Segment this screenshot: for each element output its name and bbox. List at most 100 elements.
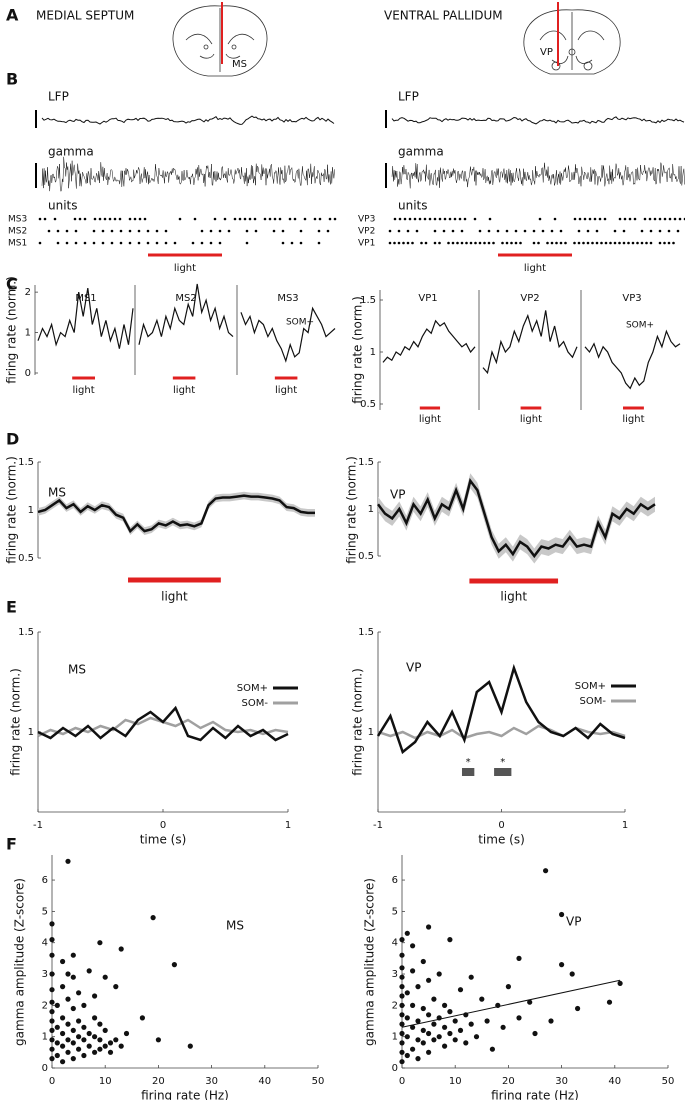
spike xyxy=(537,241,540,245)
point xyxy=(399,1049,405,1055)
y-tick-label: 1 xyxy=(370,347,376,358)
region-label: VP xyxy=(540,47,553,58)
y-tick-label: 6 xyxy=(392,875,398,886)
point xyxy=(404,1034,410,1040)
y-tick-label: 1 xyxy=(28,505,34,516)
spike xyxy=(668,217,672,221)
spike xyxy=(78,217,82,221)
point xyxy=(420,958,426,965)
point xyxy=(187,1043,193,1049)
point xyxy=(617,980,623,987)
y-tick-label: 4 xyxy=(42,938,48,949)
spike xyxy=(303,217,307,221)
spike xyxy=(281,229,285,233)
point xyxy=(49,952,55,958)
spike xyxy=(577,241,581,245)
y-tick-label: 1.5 xyxy=(360,295,376,306)
error-band xyxy=(38,491,315,535)
spike xyxy=(433,217,437,221)
point xyxy=(484,1018,490,1024)
region-title: MEDIAL SEPTUM xyxy=(36,9,134,23)
y-tick-label: 1.5 xyxy=(18,457,34,468)
line xyxy=(377,477,656,559)
spike xyxy=(273,217,277,221)
spike xyxy=(403,217,407,221)
spike xyxy=(290,241,294,245)
x-axis-label: time (s) xyxy=(140,833,187,847)
spike xyxy=(523,229,527,233)
spike xyxy=(254,229,258,233)
point xyxy=(569,971,575,977)
spike xyxy=(313,217,317,221)
x-tick-label: 0 xyxy=(160,820,166,831)
point xyxy=(473,1034,480,1040)
spike xyxy=(613,241,617,245)
point xyxy=(107,1049,114,1055)
spike xyxy=(550,229,554,233)
spike xyxy=(56,241,60,245)
spike xyxy=(92,229,96,233)
significance-label: * xyxy=(500,757,505,768)
point xyxy=(436,971,442,977)
significance-bar xyxy=(494,768,512,776)
spike xyxy=(595,241,599,245)
y-tick-label: 1 xyxy=(25,328,31,339)
point xyxy=(150,915,156,921)
spike xyxy=(299,229,303,233)
spike xyxy=(453,217,457,221)
spike xyxy=(137,229,141,233)
spike xyxy=(649,229,653,233)
spike xyxy=(465,241,468,245)
spike xyxy=(505,241,509,245)
spike xyxy=(146,241,150,245)
point xyxy=(404,990,410,996)
spike xyxy=(653,217,657,221)
spike xyxy=(553,217,557,221)
spike xyxy=(272,229,276,233)
legend-label: SOM- xyxy=(580,696,607,707)
spike xyxy=(448,217,452,221)
point xyxy=(442,1002,448,1009)
spike xyxy=(613,229,617,233)
chart-title: VP xyxy=(390,488,405,502)
x-tick-label: 1 xyxy=(622,820,628,831)
point xyxy=(54,1024,60,1030)
point xyxy=(54,1002,60,1009)
spike xyxy=(559,241,563,245)
point xyxy=(415,1056,421,1062)
point xyxy=(49,921,55,927)
spike xyxy=(501,241,504,245)
spike xyxy=(442,229,446,233)
spike xyxy=(667,241,671,245)
y-tick-label: 1 xyxy=(368,727,374,738)
spike xyxy=(645,241,648,245)
point xyxy=(70,1027,76,1033)
spike xyxy=(103,217,107,221)
point xyxy=(548,1018,554,1024)
unit-label: MS1 xyxy=(8,239,27,249)
spike xyxy=(433,241,437,245)
spike xyxy=(443,217,447,221)
spike xyxy=(420,241,423,245)
spike xyxy=(397,241,401,245)
line xyxy=(240,306,336,363)
spike xyxy=(119,241,123,245)
spike xyxy=(238,217,242,221)
spike xyxy=(586,229,590,233)
point xyxy=(118,1043,124,1049)
spike xyxy=(492,241,495,245)
y-tick-label: 5 xyxy=(392,906,398,917)
point xyxy=(399,937,405,943)
lfp-trace xyxy=(41,115,335,125)
point xyxy=(399,1021,405,1027)
spike xyxy=(649,241,653,245)
point xyxy=(65,1049,71,1055)
y-tick-label: 1 xyxy=(42,1032,48,1043)
spike xyxy=(209,241,213,245)
y-tick-label: 0 xyxy=(42,1063,48,1074)
spike xyxy=(532,241,536,245)
spike xyxy=(418,217,422,221)
x-tick-label: 40 xyxy=(258,1076,271,1087)
x-tick-label: 30 xyxy=(555,1076,568,1087)
